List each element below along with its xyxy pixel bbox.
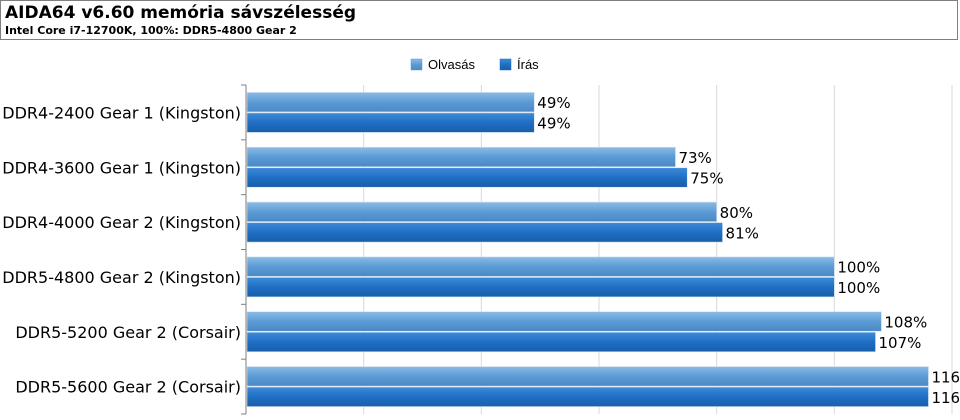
chart-gridlines xyxy=(241,84,953,415)
data-label: 49% xyxy=(537,115,570,133)
category-label: DDR5-4800 Gear 2 (Kingston) xyxy=(2,268,241,287)
data-label: 100% xyxy=(837,279,880,297)
data-label: 108% xyxy=(884,314,927,332)
value-labels: 49%49%73%75%80%81%100%100%108%107%116%11… xyxy=(537,94,960,407)
bar xyxy=(246,112,535,133)
bar xyxy=(246,146,676,168)
data-label: 81% xyxy=(726,224,759,242)
data-label: 116% xyxy=(931,389,960,407)
data-label: 116% xyxy=(931,368,960,386)
legend-swatch xyxy=(410,58,423,71)
bar xyxy=(246,277,835,298)
data-label: 75% xyxy=(690,170,723,188)
category-label: DDR4-4000 Gear 2 (Kingston) xyxy=(2,213,241,232)
bar xyxy=(246,201,717,222)
data-label: 107% xyxy=(879,334,922,352)
bar xyxy=(246,222,723,243)
category-labels: DDR4-2400 Gear 1 (Kingston) DDR4-3600 Gea… xyxy=(2,103,241,396)
category-label: DDR5-5600 Gear 2 (Corsair) xyxy=(15,378,241,397)
category-label: DDR4-2400 Gear 1 (Kingston) xyxy=(2,103,241,122)
legend-label: Olvasás xyxy=(428,57,475,72)
chart-header: AIDA64 v6.60 memória sávszélesség Intel … xyxy=(0,0,958,40)
bar xyxy=(246,92,535,113)
chart-title: AIDA64 v6.60 memória sávszélesség xyxy=(5,3,357,23)
bar xyxy=(246,167,688,188)
legend-label: Írás xyxy=(517,57,539,72)
bar xyxy=(246,331,876,353)
category-label: DDR5-5200 Gear 2 (Corsair) xyxy=(15,323,241,342)
bar xyxy=(246,386,929,407)
legend-swatch xyxy=(499,58,512,71)
chart-legend: Olvasás Írás xyxy=(410,57,539,72)
bar xyxy=(246,366,929,387)
data-label: 49% xyxy=(537,94,570,112)
category-label: DDR4-3600 Gear 1 (Kingston) xyxy=(2,158,241,177)
bar xyxy=(246,256,835,277)
data-label: 80% xyxy=(720,204,753,222)
bars xyxy=(246,92,929,407)
chart-subtitle: Intel Core i7-12700K, 100%: DDR5-4800 Ge… xyxy=(5,24,297,37)
data-label: 73% xyxy=(678,149,711,167)
bar xyxy=(246,311,882,332)
data-label: 100% xyxy=(837,259,880,277)
